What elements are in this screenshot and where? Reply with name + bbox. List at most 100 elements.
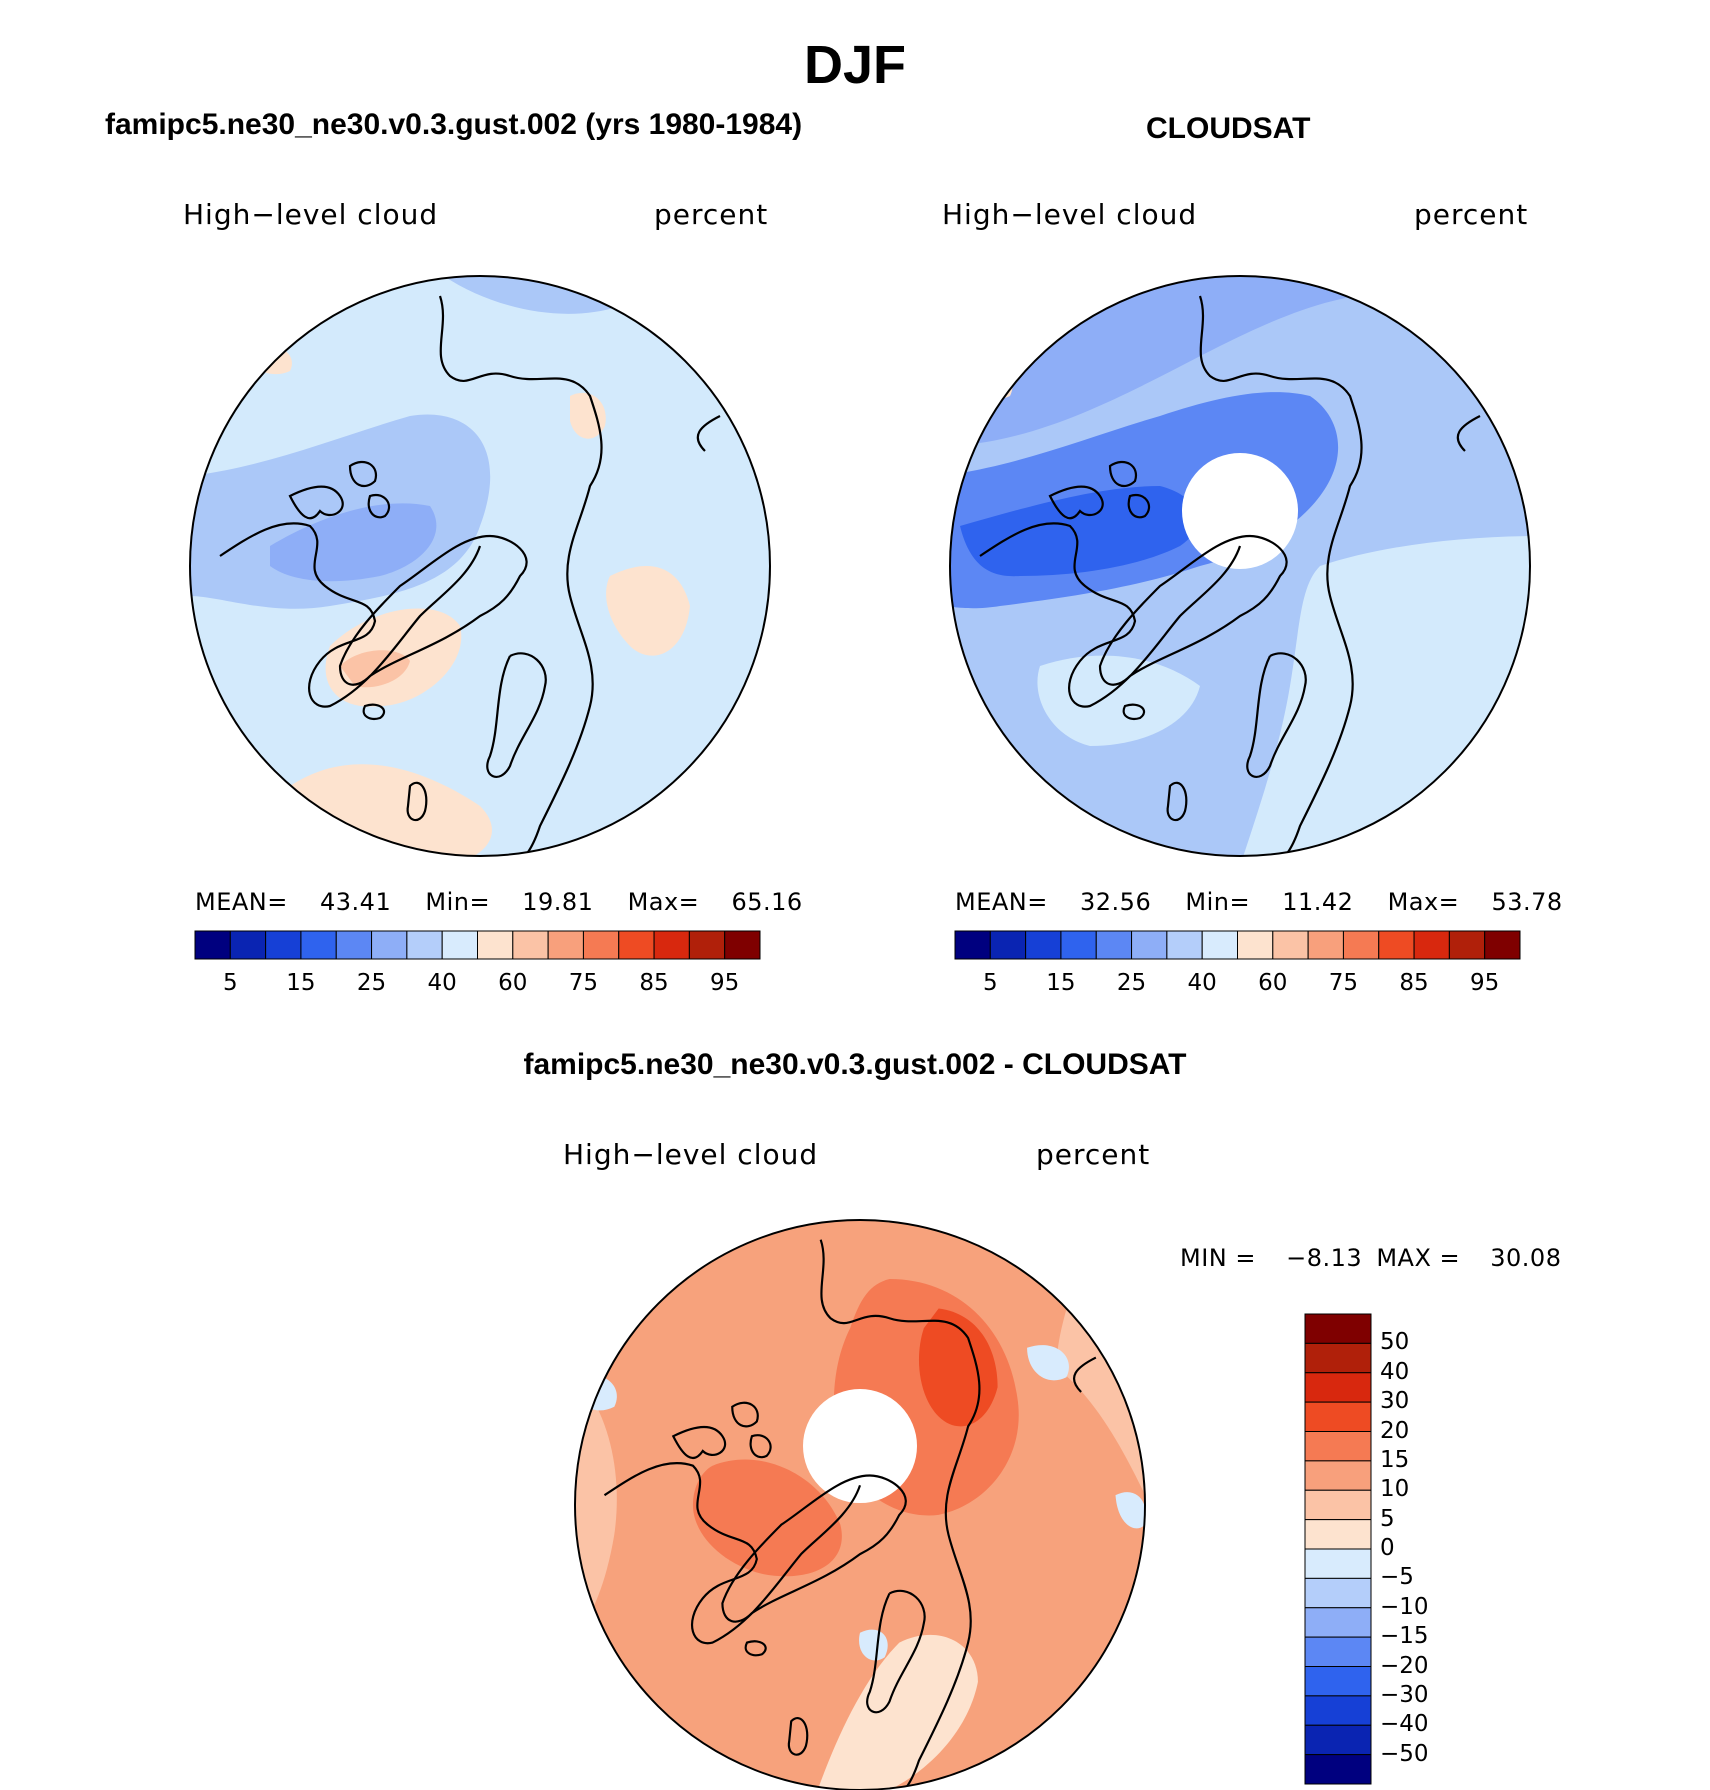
model-coastline-iceland	[362, 703, 386, 720]
diff-coastline-scandinavia	[866, 1589, 926, 1714]
model-colorbar-box	[335, 930, 373, 960]
model-variable-label: High−level cloud	[183, 198, 439, 231]
diff-colorbar-box	[1304, 1666, 1372, 1697]
diff-colorbar-box	[1304, 1754, 1372, 1785]
diff-coastline-greenland	[721, 1474, 907, 1623]
model-colorbar-box	[406, 930, 443, 960]
obs-min-value: 11.42	[1282, 888, 1354, 916]
obs-units-label: percent	[1414, 198, 1529, 231]
obs-colorbar-box	[989, 930, 1027, 960]
diff-colorbar-tick-label: 40	[1380, 1358, 1410, 1385]
obs-colorbar-box	[1060, 930, 1097, 960]
obs-min-label: Min=	[1185, 888, 1251, 916]
diff-max-label: MAX =	[1376, 1244, 1461, 1272]
diff-colorbar-box	[1304, 1342, 1372, 1374]
obs-panel-title: CLOUDSAT	[1146, 112, 1311, 145]
obs-coastline-uk	[1166, 781, 1188, 822]
model-colorbar-labels: 5 15 25 40 60 75 85 95	[195, 970, 760, 1000]
diff-colorbar-box	[1304, 1431, 1372, 1462]
model-coastline-eurasia	[438, 295, 603, 856]
diff-colorbar-tick-label: 10	[1380, 1476, 1410, 1503]
model-colorbar-box	[618, 930, 655, 960]
model-coastline-canada-islands	[288, 460, 391, 520]
obs-colorbar-tick-label: 15	[1046, 970, 1076, 996]
model-colorbar	[194, 930, 761, 960]
obs-polar-map	[949, 275, 1531, 857]
model-contour-warm-3	[606, 566, 690, 656]
model-colorbar-box	[371, 930, 408, 960]
model-polar-map	[189, 275, 771, 857]
model-colorbar-box	[653, 930, 690, 960]
diff-colorbar-box	[1304, 1519, 1372, 1550]
model-colorbar-tick-label: 60	[498, 970, 528, 996]
model-coastline-scandinavia	[486, 652, 547, 778]
diff-units-label: percent	[1036, 1138, 1151, 1171]
diff-colorbar-box	[1304, 1695, 1372, 1726]
model-panel-title: famipc5.ne30_ne30.v0.3.gust.002 (yrs 198…	[105, 108, 803, 141]
obs-colorbar-tick-label: 60	[1258, 970, 1288, 996]
diff-coastline-north-america	[603, 1461, 862, 1645]
model-coastline-north-america	[219, 522, 482, 708]
diff-contour-negative-3	[1115, 1492, 1145, 1529]
diff-colorbar-tick-label: 20	[1380, 1417, 1410, 1444]
model-contour-warm-5	[570, 392, 606, 439]
diff-contour-strong-2	[692, 1459, 842, 1577]
diff-colorbar-box	[1304, 1460, 1372, 1491]
model-colorbar-box	[477, 930, 514, 960]
obs-colorbar-box	[1413, 930, 1450, 960]
diff-contour-negative-2	[1027, 1345, 1069, 1381]
obs-max-value: 53.78	[1491, 888, 1563, 916]
diff-colorbar-box	[1304, 1489, 1372, 1521]
diff-colorbar-box	[1304, 1607, 1372, 1638]
model-mean-value: 43.41	[320, 888, 392, 916]
model-colorbar-box	[688, 930, 726, 960]
diff-coastline-iceland	[744, 1640, 767, 1657]
obs-colorbar-tick-label: 85	[1399, 970, 1429, 996]
diff-colorbar-tick-label: 0	[1380, 1535, 1395, 1561]
model-colorbar-box	[724, 930, 761, 960]
model-colorbar-box	[265, 930, 302, 960]
model-colorbar-tick-label: 15	[286, 970, 316, 996]
obs-coastline-iceland	[1122, 703, 1146, 720]
model-colorbar-tick-label: 5	[222, 970, 238, 996]
diff-colorbar-tick-label: −50	[1380, 1740, 1429, 1767]
model-units-label: percent	[654, 198, 769, 231]
diff-colorbar-box	[1304, 1724, 1372, 1756]
diff-colorbar	[1304, 1313, 1372, 1785]
model-mean-label: MEAN=	[195, 888, 288, 916]
diff-colorbar-box	[1304, 1636, 1372, 1667]
obs-coastline-canada-islands	[1048, 460, 1151, 520]
diff-colorbar-tick-label: −40	[1380, 1711, 1429, 1738]
diff-panel-title: famipc5.ne30_ne30.v0.3.gust.002 - CLOUDS…	[523, 1048, 1187, 1081]
model-colorbar-box	[300, 930, 337, 960]
model-colorbar-box	[547, 930, 584, 960]
diff-colorbar-tick-label: 15	[1380, 1446, 1410, 1473]
model-min-value: 19.81	[522, 888, 594, 916]
diff-colorbar-tick-label: −5	[1380, 1564, 1414, 1591]
diff-colorbar-tick-label: −30	[1380, 1681, 1429, 1708]
model-colorbar-box	[512, 930, 549, 960]
obs-colorbar-box	[1484, 930, 1521, 960]
diff-coastline-eurasia	[819, 1239, 981, 1790]
model-colorbar-tick-label: 95	[710, 970, 740, 996]
diff-min-value: −8.13	[1286, 1244, 1363, 1272]
diff-contour-negative-4	[859, 1629, 888, 1661]
model-colorbar-tick-label: 25	[356, 970, 387, 996]
obs-colorbar-box	[1307, 930, 1344, 960]
obs-colorbar-box	[1342, 930, 1380, 960]
obs-data-hole	[1182, 453, 1298, 569]
obs-colorbar-box	[1095, 930, 1133, 960]
diff-colorbar-tick-label: −10	[1380, 1593, 1429, 1620]
obs-coastline-greenland	[1098, 534, 1288, 686]
model-min-label: Min=	[425, 888, 491, 916]
model-map-boundary	[189, 275, 771, 857]
obs-contour-mid	[950, 276, 1530, 486]
obs-colorbar-box	[1131, 930, 1168, 960]
obs-coastline-scandinavia	[1246, 652, 1307, 778]
obs-colorbar-tick-label: 5	[982, 970, 998, 996]
obs-colorbar-box	[1201, 930, 1238, 960]
model-coastline-greenland	[338, 534, 528, 686]
obs-colorbar-tick-label: 95	[1470, 970, 1500, 996]
diff-min-label: MIN =	[1180, 1244, 1256, 1272]
obs-variable-label: High−level cloud	[942, 198, 1198, 231]
